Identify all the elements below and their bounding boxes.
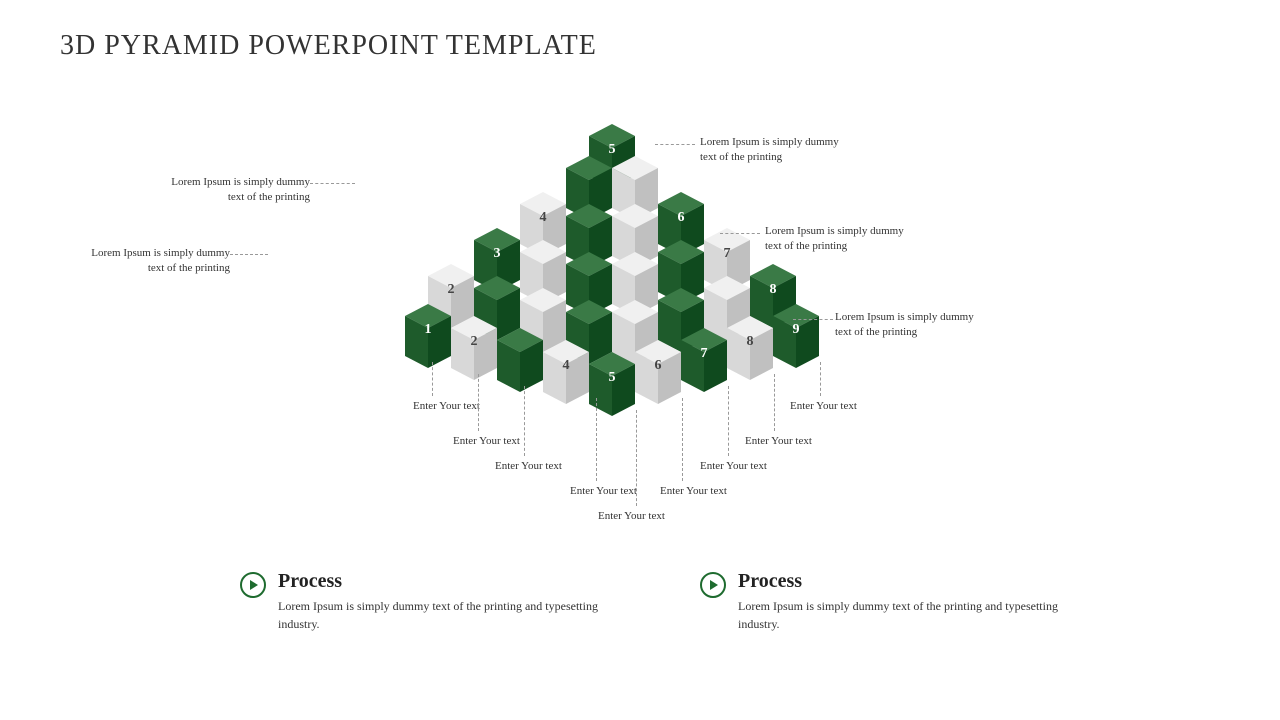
cube: 1	[405, 304, 451, 356]
process-text: Process Lorem Ipsum is simply dummy text…	[278, 570, 600, 633]
callout-label: Lorem Ipsum is simply dummy text of the p…	[835, 310, 995, 341]
cube-number: 3	[474, 246, 520, 262]
slide-title: 3D PYRAMID POWERPOINT TEMPLATE	[60, 30, 597, 62]
cube: 9	[773, 304, 819, 356]
bottom-label: Enter Your text	[745, 435, 812, 447]
leader-line-vertical	[682, 398, 683, 481]
leader-line-vertical	[774, 374, 775, 431]
cube	[612, 252, 658, 304]
leader-line-vertical	[728, 386, 729, 456]
process-title: Process	[738, 570, 1060, 593]
play-icon	[700, 572, 726, 598]
cube-number: 6	[635, 358, 681, 374]
cube	[566, 156, 612, 208]
callout-line1: Lorem Ipsum is simply dummy	[765, 225, 904, 237]
cube-number: 2	[451, 334, 497, 350]
callout-label: Lorem Ipsum is simply dummy text of the p…	[700, 135, 860, 166]
cube-number: 7	[704, 246, 750, 262]
leader-line	[720, 233, 760, 234]
bottom-label: Enter Your text	[660, 485, 727, 497]
bottom-label: Enter Your text	[453, 435, 520, 447]
pyramid-diagram: 5 4 6 3 7	[385, 110, 855, 490]
cube-number: 2	[428, 282, 474, 298]
callout-line2: text of the printing	[700, 151, 782, 163]
leader-line-vertical	[820, 362, 821, 396]
leader-line	[793, 319, 833, 320]
callout-line2: text of the printing	[835, 326, 917, 338]
slide: 3D PYRAMID POWERPOINT TEMPLATE 5 4 6 3	[0, 0, 1280, 720]
leader-line-vertical	[524, 386, 525, 456]
callout-line1: Lorem Ipsum is simply dummy	[700, 136, 839, 148]
cube-number: 4	[520, 210, 566, 226]
play-icon	[240, 572, 266, 598]
leader-line-vertical	[432, 362, 433, 396]
process-item: Process Lorem Ipsum is simply dummy text…	[240, 570, 600, 633]
cube	[566, 252, 612, 304]
bottom-label: Enter Your text	[598, 510, 665, 522]
process-row: Process Lorem Ipsum is simply dummy text…	[240, 570, 1060, 633]
bottom-label: Enter Your text	[495, 460, 562, 472]
cube: 4	[520, 192, 566, 244]
cube	[612, 156, 658, 208]
callout-label: Lorem Ipsum is simply dummy text of the p…	[765, 224, 925, 255]
cube: 5	[589, 352, 635, 404]
bottom-label: Enter Your text	[790, 400, 857, 412]
callout-line2: text of the printing	[228, 191, 310, 203]
leader-line-vertical	[478, 374, 479, 431]
bottom-label: Enter Your text	[700, 460, 767, 472]
leader-line-vertical	[636, 410, 637, 506]
leader-line-vertical	[596, 398, 597, 481]
leader-line	[230, 254, 268, 255]
cube-number: 7	[681, 346, 727, 362]
bottom-label: Enter Your text	[413, 400, 480, 412]
callout-label: Lorem Ipsum is simply dummy text of the p…	[150, 175, 310, 206]
callout-label: Lorem Ipsum is simply dummy text of the p…	[70, 246, 230, 277]
cube: 2	[451, 316, 497, 368]
cube-number: 1	[405, 322, 451, 338]
callout-line1: Lorem Ipsum is simply dummy	[835, 311, 974, 323]
cube: 4	[543, 340, 589, 392]
cube: 8	[727, 316, 773, 368]
leader-line	[655, 144, 695, 145]
cube: 3	[474, 228, 520, 280]
process-title: Process	[278, 570, 600, 593]
bottom-label: Enter Your text	[570, 485, 637, 497]
callout-line2: text of the printing	[148, 262, 230, 274]
process-body: Lorem Ipsum is simply dummy text of the …	[738, 597, 1060, 633]
cube: 6	[658, 192, 704, 244]
cube-number: 8	[727, 334, 773, 350]
leader-line	[310, 183, 355, 184]
cube: 7	[704, 228, 750, 280]
cube	[658, 240, 704, 292]
cube	[612, 204, 658, 256]
cube: 6	[635, 340, 681, 392]
process-body: Lorem Ipsum is simply dummy text of the …	[278, 597, 600, 633]
callout-line2: text of the printing	[765, 240, 847, 252]
cube	[520, 240, 566, 292]
process-text: Process Lorem Ipsum is simply dummy text…	[738, 570, 1060, 633]
cube-number: 5	[589, 370, 635, 386]
callout-line1: Lorem Ipsum is simply dummy	[91, 247, 230, 259]
cube-number: 8	[750, 282, 796, 298]
cube-number: 4	[543, 358, 589, 374]
cube: 7	[681, 328, 727, 380]
cube	[497, 328, 543, 380]
callout-line1: Lorem Ipsum is simply dummy	[171, 176, 310, 188]
cube-number: 9	[773, 322, 819, 338]
cube	[566, 204, 612, 256]
process-item: Process Lorem Ipsum is simply dummy text…	[700, 570, 1060, 633]
cube-number: 6	[658, 210, 704, 226]
